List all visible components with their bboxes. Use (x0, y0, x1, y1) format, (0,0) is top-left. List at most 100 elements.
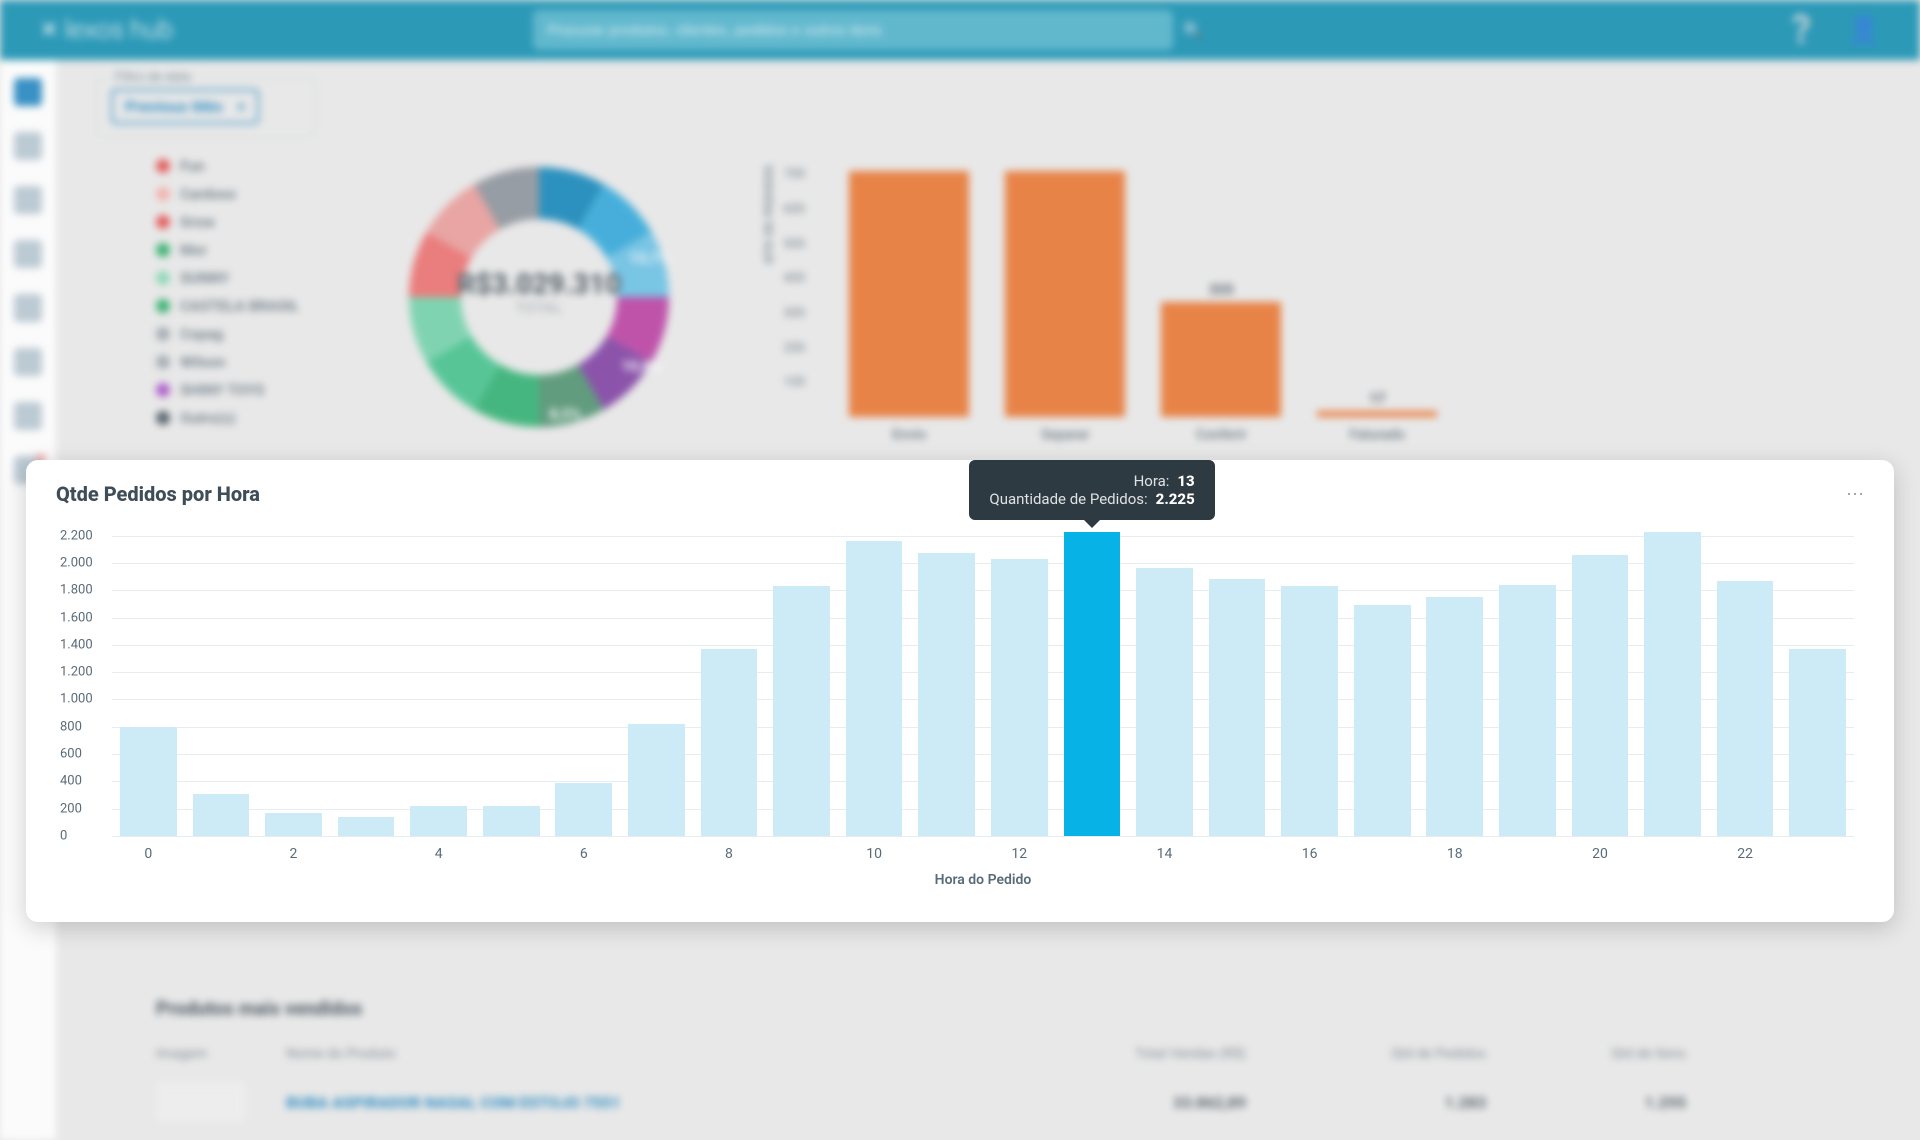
hour-bar[interactable] (918, 553, 975, 836)
donut-pct-label: 8,5% (549, 405, 581, 423)
col-total: Total Vendas (R$) (1046, 1046, 1246, 1062)
hour-bar[interactable] (1426, 597, 1483, 836)
search-input[interactable] (533, 10, 1173, 50)
hour-bar[interactable] (1354, 605, 1411, 836)
sidebar-item-share[interactable] (14, 240, 42, 268)
sidebar-item-document[interactable] (14, 348, 42, 376)
x-tick-label: 14 (1157, 846, 1173, 862)
y-tick-label: 2.200 (60, 528, 93, 543)
legend-swatch (156, 383, 170, 397)
y-gridline (112, 536, 1854, 537)
status-bar[interactable] (849, 171, 969, 417)
card-menu-icon[interactable]: ⋯ (1846, 484, 1866, 505)
status-xlabel: Separar (1041, 427, 1090, 443)
hour-bar[interactable] (1572, 555, 1629, 836)
sidebar-item-tags[interactable] (14, 132, 42, 160)
x-tick-label: 8 (725, 846, 733, 862)
product-row[interactable]: BUBA ASPIRADOR NASAL COM ESTOJO 7551 33.8… (156, 1082, 1880, 1122)
hour-bar[interactable] (483, 806, 540, 836)
legend-swatch (156, 411, 170, 425)
legend-item[interactable]: Outro(s) (156, 409, 299, 427)
help-icon[interactable]: ❔ (1785, 15, 1817, 45)
product-total: 33.862,89 (1046, 1093, 1246, 1112)
orders-by-hour-chart: Hora do Pedido 02004006008001.0001.2001.… (56, 522, 1864, 892)
legend-label: Wilson (180, 353, 226, 371)
hour-bar[interactable] (1064, 532, 1121, 836)
status-xlabel: Conferir (1196, 427, 1247, 443)
hour-bar[interactable] (1789, 649, 1846, 836)
legend-item[interactable]: SUNNY (156, 269, 299, 287)
donut-total-label: TOTAL (457, 301, 621, 317)
hour-bar[interactable] (1717, 581, 1774, 836)
legend-swatch (156, 243, 170, 257)
legend-item[interactable]: Grow (156, 213, 299, 231)
account-icon[interactable]: 👤 (1848, 15, 1880, 45)
products-title: Produtos mais vendidos (156, 997, 1880, 1020)
hour-bar[interactable] (193, 794, 250, 836)
legend-swatch (156, 215, 170, 229)
legend-item[interactable]: SHINY TOYS (156, 381, 299, 399)
sidebar-item-clipboard[interactable] (14, 186, 42, 214)
tooltip-hora-value: 13 (1177, 472, 1194, 490)
status-bar[interactable] (1317, 411, 1437, 417)
col-qtd-ped: Qtd de Pedidos (1286, 1046, 1486, 1062)
hour-bar[interactable] (1209, 579, 1266, 836)
filter-chip-close[interactable]: × (237, 97, 246, 116)
legend-item[interactable]: Cardoso (156, 185, 299, 203)
hour-bar[interactable] (1281, 586, 1338, 836)
status-bar-chart: QTD DE PEDIDOS 100200300400500600700Envi… (779, 157, 1419, 457)
legend-item[interactable]: Fun (156, 157, 299, 175)
legend-item[interactable]: Copag (156, 325, 299, 343)
hour-bar[interactable] (410, 806, 467, 836)
hour-bar[interactable] (701, 649, 758, 836)
filter-chip-label: Previous Mês (125, 97, 223, 116)
col-name: Nome do Produto (286, 1046, 1006, 1062)
x-tick-label: 0 (144, 846, 152, 862)
hour-bar[interactable] (120, 727, 177, 836)
donut-total-value: R$3.029.310 (457, 268, 621, 301)
status-bar[interactable] (1005, 171, 1125, 417)
hour-bar[interactable] (773, 586, 830, 836)
filter-chip[interactable]: Previous Mês × (111, 89, 259, 124)
hour-bar[interactable] (1644, 532, 1701, 836)
y-tick-label: 800 (60, 719, 82, 734)
status-bar[interactable] (1161, 302, 1281, 417)
hour-bar[interactable] (1499, 585, 1556, 836)
x-tick-label: 10 (866, 846, 882, 862)
sidebar-item-box[interactable] (14, 294, 42, 322)
hour-bar[interactable] (991, 559, 1048, 836)
search-icon[interactable]: 🔍 (1183, 21, 1203, 40)
status-ytick: 400 (783, 271, 805, 286)
x-tick-label: 6 (580, 846, 588, 862)
status-ytick: 100 (783, 375, 805, 390)
col-img: Imagem (156, 1046, 246, 1062)
legend-item[interactable]: Wilson (156, 353, 299, 371)
status-ytick: 200 (783, 341, 805, 356)
legend-label: SUNNY (180, 269, 229, 287)
chart-tooltip: Hora:13 Quantidade de Pedidos:2.225 (969, 460, 1214, 520)
tooltip-qtd-value: 2.225 (1156, 490, 1195, 508)
hour-bar[interactable] (265, 813, 322, 836)
sidebar-item-settings[interactable] (14, 402, 42, 430)
hour-bar[interactable] (555, 783, 612, 836)
sidebar-item-dashboard[interactable] (14, 78, 42, 106)
legend-label: Cardoso (180, 185, 236, 203)
status-xlabel: Envio (892, 427, 926, 443)
y-gridline (112, 836, 1854, 837)
legend-swatch (156, 271, 170, 285)
product-qtd-itens: 1.295 (1526, 1093, 1686, 1112)
legend-swatch (156, 187, 170, 201)
product-name[interactable]: BUBA ASPIRADOR NASAL COM ESTOJO 7551 (286, 1093, 1006, 1112)
hour-bar[interactable] (1136, 568, 1193, 836)
date-filter-group: Filtro de data Previous Mês × (96, 78, 316, 137)
hour-bar[interactable] (628, 724, 685, 836)
legend-label: SHINY TOYS (180, 381, 264, 399)
y-tick-label: 1.800 (60, 583, 93, 598)
donut-legend: Fun Cardoso Grow Mor SUNNY CASTELA BRASIL Copa… (96, 157, 299, 457)
hour-bar[interactable] (338, 817, 395, 836)
legend-item[interactable]: CASTELA BRASIL (156, 297, 299, 315)
legend-item[interactable]: Mor (156, 241, 299, 259)
hour-bar[interactable] (846, 541, 903, 836)
legend-label: Grow (180, 213, 215, 231)
status-ytick: 500 (783, 237, 805, 252)
